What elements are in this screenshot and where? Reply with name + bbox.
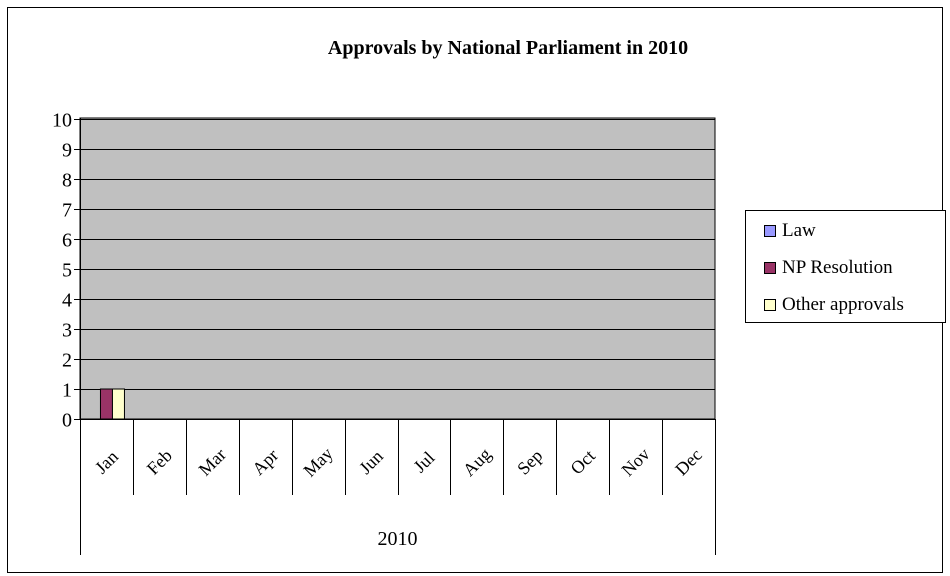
legend-label: Other approvals	[782, 294, 904, 315]
x-group-label: 2010	[378, 528, 418, 550]
bar	[111, 388, 125, 420]
y-tick-label: 0	[62, 410, 72, 432]
gridlines	[80, 119, 715, 390]
y-tick-label: 10	[52, 110, 72, 132]
bars	[99, 388, 125, 420]
legend-label: NP Resolution	[782, 257, 893, 278]
y-tick-label: 1	[62, 380, 72, 402]
y-axis: 0 1 2 3 4 5 6 7 8 9 10	[52, 110, 81, 432]
legend-swatch	[764, 299, 776, 311]
chart-title: Approvals by National Parliament in 2010	[328, 37, 688, 59]
y-tick-label: 5	[62, 260, 72, 282]
y-tick-label: 6	[62, 230, 72, 252]
y-tick-label: 8	[62, 170, 72, 192]
plot-area	[79, 117, 716, 420]
y-tick-label: 9	[62, 140, 72, 162]
y-tick-label: 7	[62, 200, 72, 222]
legend-box	[745, 210, 946, 323]
y-tick-label: 3	[62, 320, 72, 342]
legend: Law NP Resolution Other approvals	[745, 210, 946, 323]
legend-label: Law	[782, 220, 816, 241]
bar	[99, 388, 113, 420]
legend-swatch	[764, 262, 776, 274]
y-tick-label: 2	[62, 350, 72, 372]
y-tick-label: 4	[62, 290, 72, 312]
legend-swatch	[764, 225, 776, 237]
